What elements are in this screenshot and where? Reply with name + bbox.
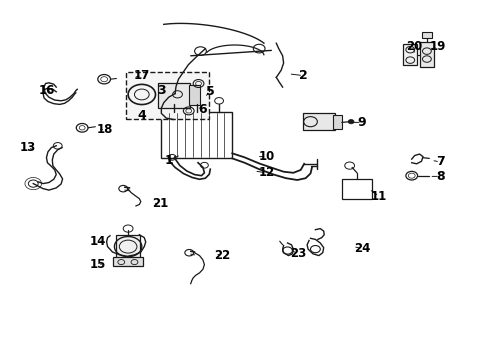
Bar (403, 44, 416, 65)
Bar (158, 83, 189, 108)
Bar (126, 72, 209, 119)
Text: 8: 8 (435, 170, 444, 183)
Text: 19: 19 (428, 40, 445, 53)
Text: 15: 15 (89, 258, 106, 271)
Text: 7: 7 (435, 156, 444, 168)
Text: 10: 10 (258, 150, 274, 163)
Text: 12: 12 (258, 166, 274, 179)
Circle shape (347, 120, 353, 124)
Text: 23: 23 (289, 247, 306, 260)
Text: 1: 1 (164, 154, 173, 167)
Text: 9: 9 (357, 116, 366, 129)
Text: 18: 18 (97, 123, 113, 136)
Text: 14: 14 (89, 235, 106, 248)
Bar (342, 179, 371, 199)
Text: 24: 24 (353, 242, 369, 255)
Bar (419, 42, 433, 67)
Text: 6: 6 (198, 103, 207, 116)
Bar (161, 112, 232, 158)
Bar (188, 85, 199, 105)
Text: 20: 20 (405, 40, 422, 53)
Text: 3: 3 (157, 84, 165, 96)
Text: 22: 22 (214, 249, 230, 262)
Text: 2: 2 (298, 69, 307, 82)
Text: 17: 17 (133, 69, 150, 82)
Text: 16: 16 (38, 84, 55, 96)
Bar (303, 113, 334, 130)
Bar (421, 32, 431, 38)
Text: 11: 11 (370, 190, 386, 203)
Text: 5: 5 (205, 85, 214, 98)
Bar (116, 235, 140, 258)
Text: 4: 4 (137, 109, 146, 122)
Bar (113, 257, 142, 266)
Text: 13: 13 (20, 141, 36, 154)
Bar (332, 115, 341, 129)
Text: 21: 21 (152, 197, 168, 210)
